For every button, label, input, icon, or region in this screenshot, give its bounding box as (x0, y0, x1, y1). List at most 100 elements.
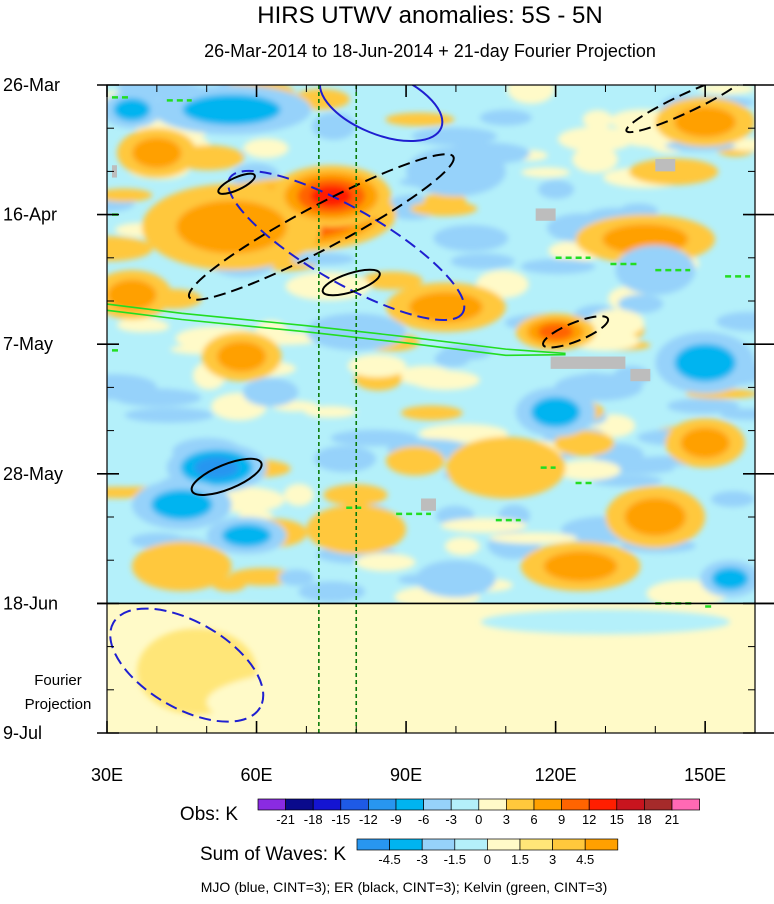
waves-legend-swatch (389, 838, 423, 851)
field-cell (385, 112, 455, 127)
reference-lines (97, 85, 774, 733)
field-cell (313, 445, 376, 473)
field-cell (440, 518, 527, 533)
obs-legend-swatch (616, 798, 645, 811)
obs-legend-swatch (312, 798, 342, 811)
warm-anomaly (674, 106, 736, 138)
warm-anomaly (132, 137, 182, 169)
chart-subtitle: 26-Mar-2014 to 18-Jun-2014 + 21-day Four… (204, 41, 656, 61)
obs-legend-swatch (561, 798, 590, 811)
obs-legend-swatch (506, 798, 535, 811)
field-cell (698, 85, 755, 95)
waves-legend-label: 3 (549, 852, 556, 867)
field-cell (628, 158, 719, 185)
obs-legend-label: 21 (665, 812, 679, 827)
missing-data-patch (111, 165, 117, 178)
cool-anomaly (113, 98, 151, 122)
field-cell (667, 398, 740, 414)
field-cell (411, 127, 498, 146)
missing-data-patch (550, 356, 626, 369)
field-cell (720, 408, 755, 420)
projection-label-line2: Projection (25, 696, 92, 713)
missing-data-patch (630, 368, 651, 382)
obs-legend-label: -15 (331, 812, 350, 827)
warm-anomaly (409, 291, 483, 323)
obs-legend-swatch (257, 798, 286, 811)
obs-legend: Obs: K -21 -18 -15 -12 -9 -6 -3 0 3 6 9 12 15 18 21 (180, 798, 700, 827)
field-cell (242, 377, 299, 407)
x-tick-label: 90E (390, 765, 422, 785)
obs-legend-label: -6 (418, 812, 430, 827)
obs-legend-swatch (340, 798, 369, 811)
field-cell (410, 370, 480, 390)
waves-legend-swatch (519, 838, 553, 851)
field-cell (538, 180, 575, 199)
obs-legend-swatch (588, 798, 618, 811)
field-cell (361, 271, 423, 290)
mjo-contour (318, 85, 444, 143)
er-contour (625, 85, 746, 134)
projection-field-blobs (107, 603, 731, 733)
projection-label-line1: Fourier (34, 672, 82, 689)
missing-data-patch (535, 208, 556, 221)
field-cell (444, 537, 480, 556)
plot-frame (106, 84, 756, 734)
y-tick-label: 16-Apr (3, 205, 57, 225)
field-cell (489, 532, 578, 544)
obs-legend-swatch (395, 798, 424, 811)
field-cell (554, 430, 615, 457)
x-tick-label: 150E (684, 765, 726, 785)
obs-legend-label: 3 (503, 812, 510, 827)
waves-legend-label: -3 (416, 852, 428, 867)
field-cell (521, 167, 571, 178)
x-tick-label: 30E (91, 765, 123, 785)
waves-legend-label: 4.5 (576, 852, 594, 867)
projection-anomaly (480, 609, 731, 635)
field-cell (433, 224, 509, 252)
mjo-contour (227, 169, 466, 321)
waves-legend-label: -1.5 (444, 852, 466, 867)
waves-legend-title: Sum of Waves: K (200, 844, 346, 865)
field-cell (228, 567, 297, 586)
y-tick-label: 18-Jun (3, 593, 58, 613)
field-cell (450, 253, 515, 270)
field-cell (588, 309, 645, 337)
obs-legend-swatch (423, 798, 452, 811)
obs-legend-label: 9 (558, 812, 565, 827)
er-contour (187, 153, 455, 301)
warm-anomaly (107, 279, 157, 311)
waves-legend-swatch (552, 838, 586, 851)
obs-legend-swatch (478, 798, 507, 811)
er-contour (542, 315, 610, 349)
field-cell (107, 374, 157, 400)
warm-anomaly (624, 498, 686, 536)
warm-anomaly (217, 341, 267, 372)
field-cell (507, 85, 555, 104)
warm-anomaly (131, 541, 232, 592)
field-cell (419, 423, 509, 443)
field-cell (330, 429, 418, 447)
waves-legend-label: -4.5 (378, 852, 400, 867)
er-contour (217, 172, 256, 195)
obs-legend-label: -18 (304, 812, 323, 827)
field-cell (298, 581, 366, 602)
field-cell (304, 405, 357, 418)
obs-legend-label: -21 (276, 812, 295, 827)
field-cell (243, 138, 289, 159)
field-cell (555, 459, 621, 481)
field-cell (386, 446, 445, 476)
waves-legend-swatch (421, 838, 456, 851)
warm-anomaly (176, 200, 287, 254)
missing-data-patch (655, 159, 676, 172)
obs-legend-title: Obs: K (180, 804, 238, 825)
field-cell (400, 405, 463, 421)
obs-legend-label: 15 (610, 812, 624, 827)
cool-anomaly (151, 489, 213, 520)
warm-anomaly (680, 427, 730, 459)
field-cell (582, 110, 613, 129)
contour-note: MJO (blue, CINT=3); ER (black, CINT=3); … (201, 879, 608, 895)
cool-anomaly (406, 146, 506, 197)
obs-legend-label: -12 (359, 812, 378, 827)
x-tick-label: 60E (241, 765, 273, 785)
